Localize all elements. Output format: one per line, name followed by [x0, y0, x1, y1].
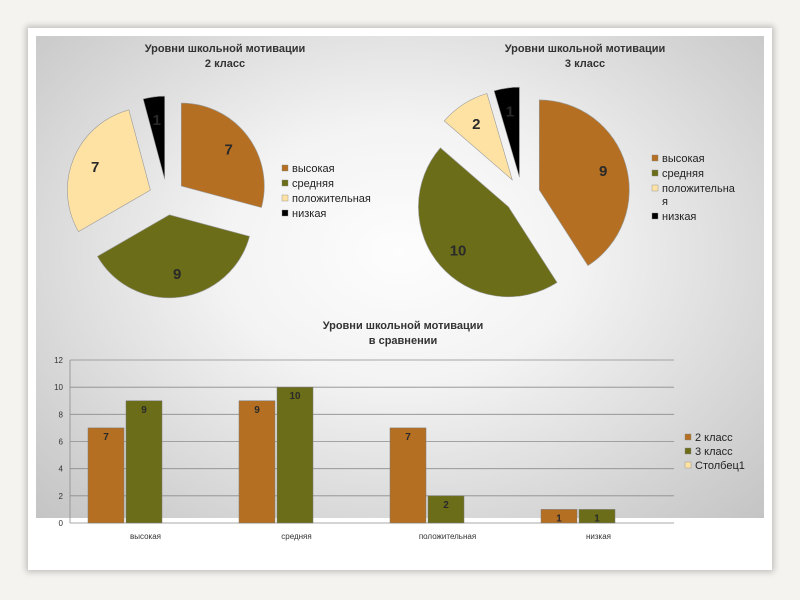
bar-2-3 [427, 495, 465, 524]
bar-y-tick-0: 0 [59, 519, 64, 528]
bar-value-label-2-3: 2 [443, 500, 449, 511]
bar-legend-swatch-1 [684, 433, 692, 441]
pie1-legend-swatch-1 [281, 164, 289, 172]
bar-legend-label-3: Столбец1 [695, 460, 745, 472]
pie2-legend-label-2: средняя [662, 168, 704, 180]
bar-1-4 [540, 509, 578, 524]
bar-title: Уровни школьной мотивации [323, 320, 484, 332]
pie2-slice-3 [443, 93, 513, 181]
pie2-legend-swatch-4 [651, 212, 659, 220]
bar-legend-label-2: 3 класс [695, 446, 733, 458]
bar-y-tick-6: 12 [54, 356, 63, 365]
pie1-value-label-4: 1 [153, 112, 161, 129]
bar-y-tick-3: 6 [59, 438, 64, 447]
pie2-legend-label-3-cont: я [662, 196, 668, 208]
bar-legend-swatch-3 [684, 461, 692, 469]
bar-y-tick-5: 10 [54, 383, 63, 392]
bar-value-label-2-2: 10 [289, 391, 301, 402]
bar-legend-label-1: 2 класс [695, 432, 733, 444]
pie2-legend-swatch-1 [651, 154, 659, 162]
pie1-subtitle: 2 класс [205, 58, 245, 70]
pie2-value-label-4: 1 [506, 103, 514, 120]
bar-value-label-1-2: 9 [254, 405, 260, 416]
pie1-legend-label-4: низкая [292, 208, 326, 220]
bar-category-label-3: положительная [419, 532, 476, 541]
pie2-value-label-2: 10 [450, 242, 467, 259]
bar-2-1 [125, 400, 163, 524]
bar-category-label-4: низкая [586, 532, 611, 541]
bar-category-label-1: высокая [130, 532, 161, 541]
bar-y-tick-2: 4 [59, 465, 64, 474]
pie1-slice-2 [97, 214, 250, 299]
bar-value-label-1-4: 1 [556, 513, 562, 524]
bar-subtitle: в сравнении [369, 335, 437, 347]
pie1-title: Уровни школьной мотивации [145, 43, 306, 55]
bar-2-2 [276, 386, 314, 524]
bar-1-3 [389, 427, 427, 524]
pie1-legend-label-1: высокая [292, 163, 335, 175]
pie1-legend-label-2: средняя [292, 178, 334, 190]
pie2-slice-1 [538, 99, 630, 267]
bar-value-label-2-1: 9 [141, 405, 147, 416]
bar-legend-swatch-2 [684, 447, 692, 455]
bar-chart-comparison: Уровни школьной мотивации в сравнении 0 2… [54, 320, 745, 541]
bar-2-4 [578, 509, 616, 524]
pie2-legend-swatch-2 [651, 169, 659, 177]
pie-chart-3-class: Уровни школьной мотивации 3 класс 91021 … [418, 43, 736, 298]
pie2-subtitle: 3 класс [565, 58, 605, 70]
pie2-title: Уровни школьной мотивации [505, 43, 666, 55]
bar-value-label-2-4: 1 [594, 513, 600, 524]
pie1-legend-label-3: положительная [292, 193, 371, 205]
pie1-value-label-1: 7 [225, 142, 233, 159]
pie1-slice-4 [142, 95, 165, 180]
bar-value-label-1-3: 7 [405, 432, 411, 443]
pie2-slice-4 [493, 86, 520, 178]
bar-1-2 [238, 400, 276, 524]
pie2-legend-label-1: высокая [662, 153, 705, 165]
pie1-value-label-2: 9 [173, 266, 181, 283]
pie1-value-label-3: 7 [91, 159, 99, 176]
bar-value-label-1-1: 7 [103, 432, 109, 443]
pie2-slice-2 [418, 147, 558, 298]
pie2-value-label-1: 9 [599, 163, 607, 180]
pie1-slice-1 [180, 102, 265, 208]
pie1-legend-swatch-2 [281, 179, 289, 187]
pie1-legend-swatch-3 [281, 194, 289, 202]
bar-y-tick-1: 2 [59, 492, 64, 501]
pie2-value-label-3: 2 [472, 116, 480, 133]
pie-chart-2-class: Уровни школьной мотивации 2 класс 7 9 7 1 в… [67, 43, 371, 299]
pie1-legend-swatch-4 [281, 209, 289, 217]
pie2-legend-swatch-3 [651, 184, 659, 192]
bar-y-tick-4: 8 [59, 410, 64, 419]
pie1-slice-3 [67, 109, 151, 233]
bar-category-label-2: средняя [281, 532, 311, 541]
pie2-legend-label-3: положительна [662, 183, 736, 195]
bar-1-1 [87, 427, 125, 524]
pie2-legend-label-4: низкая [662, 211, 696, 223]
